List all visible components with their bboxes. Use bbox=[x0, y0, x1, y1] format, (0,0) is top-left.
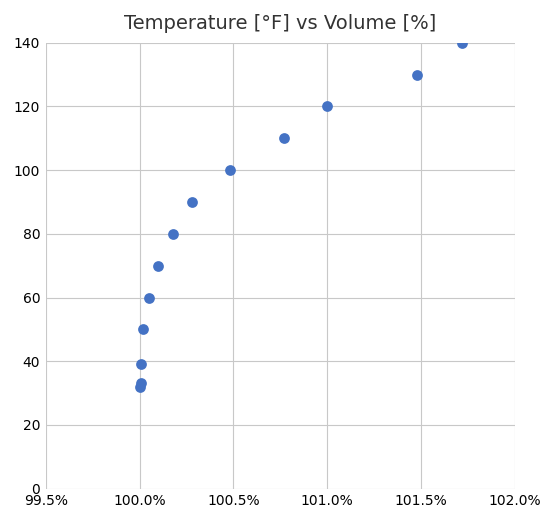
Point bbox=[169, 230, 178, 238]
Point bbox=[139, 325, 148, 334]
Point bbox=[137, 379, 146, 388]
Point bbox=[225, 166, 234, 174]
Point bbox=[188, 198, 196, 206]
Point bbox=[144, 293, 153, 302]
Point bbox=[154, 262, 163, 270]
Point bbox=[323, 102, 332, 111]
Point bbox=[280, 134, 289, 143]
Title: Temperature [°F] vs Volume [%]: Temperature [°F] vs Volume [%] bbox=[124, 14, 436, 33]
Point bbox=[413, 70, 422, 79]
Point bbox=[137, 360, 146, 369]
Point bbox=[458, 39, 467, 47]
Point bbox=[135, 383, 144, 391]
